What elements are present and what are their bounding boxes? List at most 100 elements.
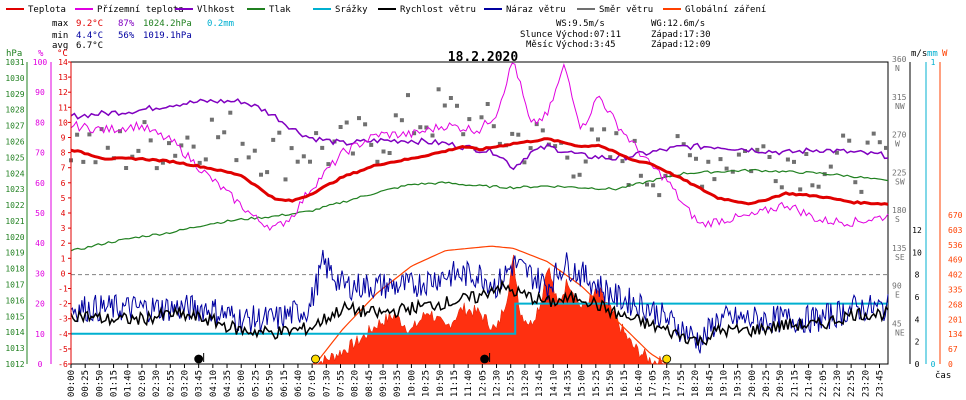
x-tick-label: 20:50 [776, 370, 786, 397]
w-tick-label: 402 [948, 271, 963, 280]
direction-name-label: SW [895, 177, 905, 186]
wind-direction-point [583, 159, 588, 164]
wind-direction-point [485, 102, 490, 106]
ms-axis-title: m/s [911, 49, 927, 59]
stats-max-label: max [52, 19, 69, 29]
wind-direction-point [792, 159, 796, 164]
wind-direction-point [222, 130, 227, 135]
wind-direction-point [681, 142, 686, 147]
legend-label: Rychlost větru [400, 5, 476, 15]
x-tick-label: 13:20 [521, 370, 531, 397]
wind-direction-point [93, 160, 98, 165]
wind-direction-point [651, 183, 656, 188]
wind-direction-point [755, 147, 760, 152]
w-tick-label: 268 [948, 300, 963, 309]
legend: Teplota Přízemní teplota Vlhkost Tlak Srážky… [6, 5, 766, 15]
w-axis-title: W [942, 49, 948, 59]
pressure-line [70, 168, 889, 252]
direction-tick-label: 315 [892, 93, 907, 102]
wind-direction-point [246, 155, 251, 160]
x-tick-label: 07:30 [322, 370, 332, 397]
wind-direction-point [497, 141, 502, 146]
x-tick-label: 21:15 [790, 370, 800, 397]
sun-moon-info: WS:9.5m/s WG:12.6m/s Slunce Východ:07:11 Záp… [520, 19, 711, 50]
wind-direction-point [816, 184, 821, 189]
wind-direction-point [320, 145, 325, 150]
x-tick-label: 15:25 [592, 370, 602, 397]
celsius-axis-title: °C [57, 49, 68, 59]
wind-direction-point [136, 148, 141, 153]
x-tick-label: 14:10 [549, 370, 559, 397]
x-tick-label: 02:05 [138, 370, 148, 397]
x-tick-label: 04:10 [209, 370, 219, 397]
x-tick-label: 17:30 [663, 370, 673, 397]
wind-direction-point [167, 141, 171, 146]
wind-direction-point [565, 155, 570, 160]
celsius-tick-label: -1 [58, 285, 68, 294]
x-tick-label: 15:00 [578, 370, 588, 397]
x-tick-label: 02:55 [166, 370, 176, 397]
wind-direction-point [645, 182, 649, 187]
percent-tick-label: 70 [35, 149, 45, 158]
ms-tick-label: 2 [915, 338, 920, 347]
percent-tick-label: 0 [38, 360, 43, 369]
celsius-tick-label: 1 [61, 254, 66, 263]
hpa-tick-label: 1031 [5, 58, 24, 67]
wind-direction-point [228, 110, 233, 115]
celsius-tick-label: 3 [61, 224, 66, 233]
stats-min-hum: 56% [118, 31, 135, 41]
hpa-tick-label: 1012 [5, 360, 24, 369]
x-tick-label: 05:00 [237, 370, 247, 397]
hpa-tick-label: 1027 [5, 122, 24, 131]
wind-direction-point [271, 137, 276, 142]
direction-name-label: NW [895, 102, 905, 111]
chart-title: 18.2.2020 [448, 50, 519, 65]
legend-label: Směr větru [599, 5, 653, 15]
w-tick-label: 536 [948, 241, 963, 250]
wind-direction-point [142, 120, 147, 125]
wind-direction-point [283, 177, 288, 182]
wind-direction-point [675, 134, 680, 139]
wind-direction-point [577, 172, 582, 177]
wind-direction-point [479, 115, 484, 120]
x-tick-label: 09:35 [393, 370, 403, 397]
wind-direction-point [853, 180, 858, 185]
global-radiation-area [312, 254, 667, 365]
celsius-tick-label: 4 [61, 209, 66, 218]
x-tick-label: 14:35 [563, 370, 573, 397]
wind-direction-point [436, 87, 441, 92]
wind-direction-point [877, 140, 882, 145]
x-tick-label: 16:40 [634, 370, 644, 397]
w-tick-label: 67 [948, 345, 958, 354]
direction-name-label: W [895, 140, 900, 149]
wind-direction-point [424, 125, 429, 130]
wind-direction-point [847, 138, 852, 143]
wind-direction-point [259, 172, 263, 177]
wind-direction-point [344, 120, 349, 125]
wind-gust-line [70, 249, 889, 354]
celsius-tick-label: 14 [58, 58, 68, 67]
percent-tick-label: 10 [35, 330, 45, 339]
x-tick-label: 11:40 [464, 370, 474, 397]
percent-tick-label: 80 [35, 118, 45, 127]
wind-direction-point [399, 118, 404, 123]
legend-label: Vlhkost [197, 5, 235, 15]
wind-direction-point [571, 174, 576, 179]
wind-direction-point [749, 169, 754, 174]
wind-direction-point [608, 155, 613, 160]
wind-direction-point [418, 125, 423, 130]
wind-direction-point [834, 150, 839, 155]
wind-direction-point [657, 193, 662, 198]
x-tick-label: 03:45 [195, 370, 205, 397]
x-tick-label: 02:30 [152, 370, 162, 397]
x-tick-label: 05:25 [251, 370, 261, 397]
x-tick-label: 20:00 [748, 370, 758, 397]
wind-direction-point [197, 160, 202, 165]
sunrise-marker [311, 354, 320, 364]
w-tick-label: 0 [948, 360, 953, 369]
x-tick-label: 22:30 [833, 370, 843, 397]
ms-tick-label: 6 [915, 293, 920, 302]
percent-tick-label: 60 [35, 179, 45, 188]
x-tick-label: 17:55 [677, 370, 687, 397]
wind-direction-point [124, 166, 129, 170]
